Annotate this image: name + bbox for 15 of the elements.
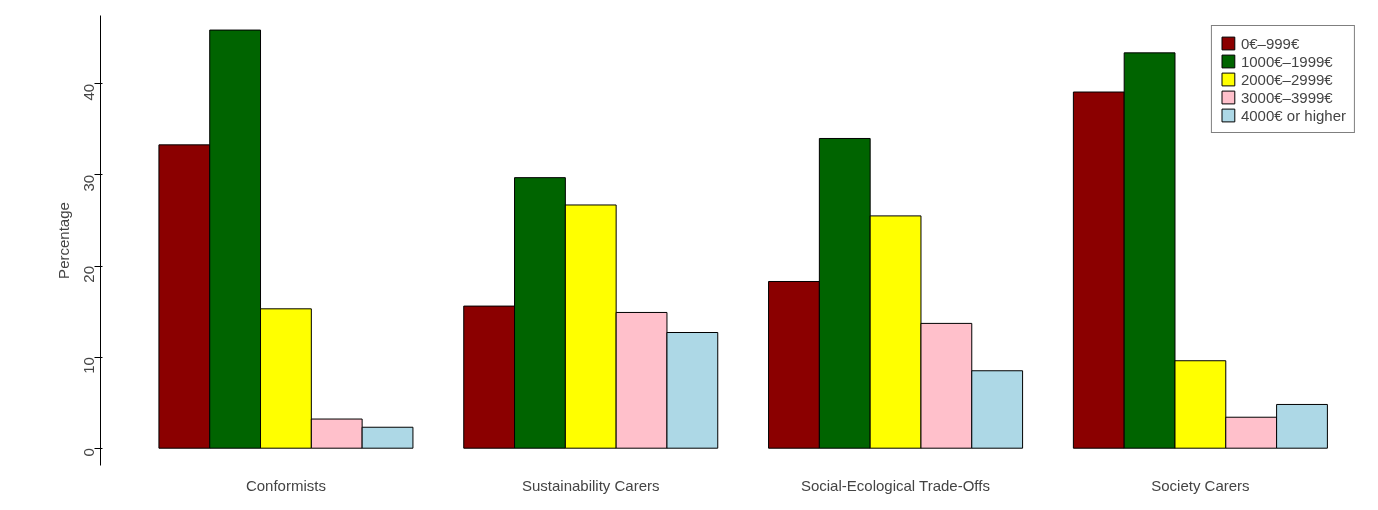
- legend-label: 1000€–1999€: [1240, 52, 1333, 70]
- x-tick-label: Social-Ecological Trade-Offs: [800, 476, 990, 494]
- y-tick-label: 10: [80, 357, 98, 374]
- y-tick-label: 40: [80, 83, 98, 101]
- y-tick-label: 0: [80, 448, 98, 457]
- x-tick-label: Sustainability Carers: [521, 476, 660, 494]
- x-tick-label: Society Carers: [1151, 476, 1250, 494]
- legend-label: 4000€ or higher: [1240, 106, 1346, 124]
- legend-label: 2000€–2999€: [1240, 70, 1333, 88]
- y-tick-label: 30: [80, 174, 98, 192]
- x-tick-label: Conformists: [245, 476, 326, 494]
- y-axis-title: Percentage: [54, 202, 72, 279]
- legend-label: 0€–999€: [1240, 34, 1300, 52]
- legend-label: 3000€–3999€: [1240, 88, 1333, 106]
- y-tick-label: 20: [80, 266, 98, 283]
